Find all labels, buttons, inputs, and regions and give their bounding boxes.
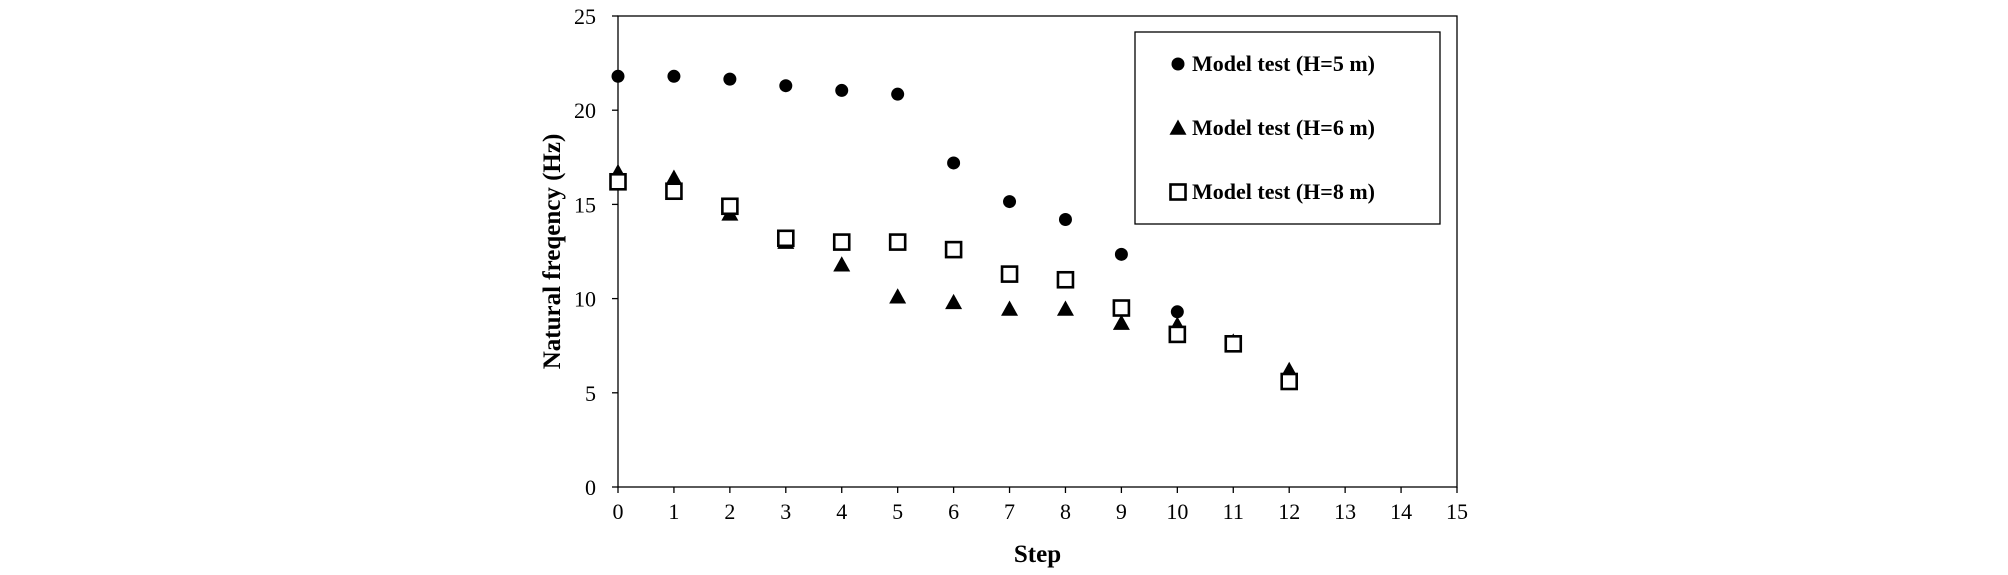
x-tick-label: 0 — [613, 499, 624, 524]
legend-label: Model test (H=6 m) — [1192, 115, 1375, 140]
y-tick-label: 10 — [574, 287, 596, 312]
y-tick-label: 0 — [585, 475, 596, 500]
data-point — [721, 197, 739, 216]
x-tick-label: 6 — [948, 499, 959, 524]
plot-frame — [617, 15, 1458, 488]
x-tick-label: 4 — [836, 499, 847, 524]
data-point — [888, 233, 907, 251]
plot-area — [617, 15, 1458, 488]
x-tick-label: 2 — [724, 499, 735, 524]
x-tick-label: 1 — [668, 499, 679, 524]
data-point — [832, 233, 851, 251]
data-point — [1058, 212, 1072, 226]
data-point — [609, 172, 627, 191]
x-tick-label: 7 — [1004, 499, 1015, 524]
data-point — [1224, 335, 1243, 353]
data-point — [1003, 195, 1017, 209]
data-point — [1056, 270, 1075, 289]
data-point — [1112, 314, 1130, 330]
y-tick-label: 5 — [585, 381, 596, 406]
legend: Model test (H=5 m) Model test (H=6 m) Mode… — [1134, 31, 1441, 225]
data-point — [1168, 325, 1187, 344]
data-point — [611, 69, 625, 83]
data-point — [947, 156, 961, 170]
series-3 — [609, 172, 1298, 391]
data-point — [1056, 300, 1074, 316]
data-point — [1114, 247, 1128, 261]
data-point — [665, 169, 683, 185]
y-axis-ticks: 0 5 10 15 20 25 — [574, 4, 618, 500]
x-axis-title: Step — [1014, 541, 1061, 568]
legend-marker — [1171, 57, 1185, 71]
legend-item: Model test (H=6 m) — [1169, 115, 1375, 140]
data-point — [1000, 265, 1019, 283]
data-point — [1001, 300, 1019, 316]
data-point — [944, 240, 963, 259]
x-tick-label: 3 — [780, 499, 791, 524]
legend-marker — [1169, 119, 1187, 135]
x-axis-ticks: 0 1 2 3 4 5 6 7 8 9 10 11 12 13 14 15 — [613, 487, 1468, 524]
data-point — [1112, 299, 1131, 317]
x-tick-label: 12 — [1278, 499, 1300, 524]
y-tick-label: 15 — [574, 192, 596, 217]
data-point — [776, 229, 795, 248]
legend-marker — [1169, 183, 1187, 201]
legend-item: Model test (H=8 m) — [1169, 179, 1375, 204]
data-point — [667, 69, 681, 83]
x-tick-label: 11 — [1223, 499, 1244, 524]
y-tick-label: 20 — [574, 98, 596, 123]
y-tick-label: 25 — [574, 4, 596, 29]
data-point — [1170, 305, 1184, 319]
x-tick-label: 14 — [1390, 499, 1412, 524]
legend-label: Model test (H=8 m) — [1192, 179, 1375, 204]
data-point — [1280, 372, 1298, 391]
x-tick-label: 8 — [1060, 499, 1071, 524]
legend-label: Model test (H=5 m) — [1192, 51, 1375, 76]
data-point — [833, 256, 851, 272]
data-point — [665, 182, 683, 201]
y-axis-title: Natural freqency (Hz) — [539, 134, 566, 370]
x-tick-label: 13 — [1334, 499, 1356, 524]
data-point — [835, 83, 849, 97]
data-point — [889, 288, 907, 304]
legend-item: Model test (H=5 m) — [1171, 51, 1375, 76]
data-point — [723, 72, 737, 86]
data-point — [779, 79, 793, 93]
x-tick-label: 15 — [1446, 499, 1468, 524]
data-points — [609, 69, 1298, 391]
data-point — [891, 87, 905, 101]
data-point — [945, 293, 963, 310]
x-tick-label: 9 — [1116, 499, 1127, 524]
x-tick-label: 5 — [892, 499, 903, 524]
x-tick-label: 10 — [1166, 499, 1188, 524]
